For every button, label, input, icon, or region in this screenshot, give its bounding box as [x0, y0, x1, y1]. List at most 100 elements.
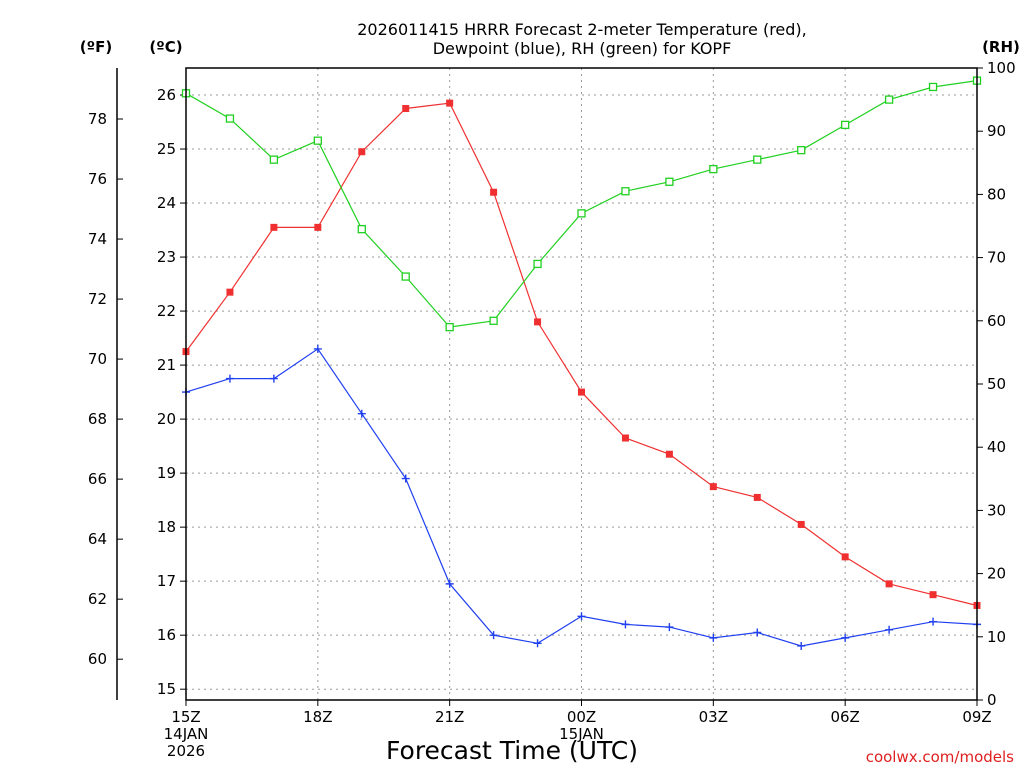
x-tick-label: 06Z: [830, 708, 859, 726]
x-tick-label: 14JAN: [164, 725, 209, 743]
fahrenheit-tick-label: 68: [88, 410, 107, 428]
celsius-tick-label: 23: [157, 248, 176, 266]
rh-point: [489, 316, 498, 325]
dewpoint-point: [709, 633, 718, 642]
temperature-point: [621, 434, 629, 442]
dewpoint-point: [445, 579, 454, 588]
dewpoint-point: [357, 409, 366, 418]
rh-unit-label: (RH): [982, 38, 1020, 56]
x-tick-label: 09Z: [962, 708, 991, 726]
temperature-point: [490, 188, 498, 196]
rh-tick-label: 100: [987, 59, 1016, 77]
rh-tick-label: 40: [987, 438, 1006, 456]
temperature-point: [665, 450, 673, 458]
temperature-point: [709, 483, 717, 491]
celsius-tick-label: 24: [157, 194, 176, 212]
x-tick-label: 2026: [167, 742, 205, 760]
temperature-point: [446, 99, 454, 107]
temperature-point: [753, 493, 761, 501]
temperature-point: [314, 223, 322, 231]
axes: 15 16 17 18 19 20 21 22 23 24 25 26 60 62 64 66 68 70 72 74…: [88, 59, 1016, 760]
celsius-tick-label: 25: [157, 140, 176, 158]
fahrenheit-tick-label: 76: [88, 170, 107, 188]
series-layer: [181, 76, 982, 650]
dewpoint-point: [797, 641, 806, 650]
rh-point: [665, 177, 674, 186]
rh-point: [884, 95, 894, 104]
celsius-tick-label: 17: [157, 572, 176, 590]
fahrenheit-tick-label: 66: [88, 470, 107, 488]
rh-point: [225, 114, 235, 123]
celsius-tick-label: 16: [157, 626, 176, 644]
dewpoint-point: [225, 374, 234, 383]
x-tick-label: 00Z: [567, 708, 596, 726]
rh-tick-label: 70: [987, 249, 1006, 267]
temperature-point: [929, 591, 937, 599]
dewpoint-point: [929, 617, 938, 626]
fahrenheit-unit-label: (ºF): [80, 38, 112, 56]
x-tick-label: 03Z: [699, 708, 728, 726]
fahrenheit-tick-label: 74: [88, 230, 107, 248]
rh-point: [577, 209, 586, 218]
celsius-tick-label: 20: [157, 410, 176, 428]
dewpoint-point: [489, 631, 498, 640]
celsius-tick-label: 26: [157, 86, 176, 104]
dewpoint-point: [665, 623, 674, 632]
plot-frame: [185, 67, 978, 701]
rh-point: [445, 322, 454, 332]
dewpoint-point: [401, 474, 410, 483]
temperature-point: [578, 388, 585, 396]
temperature-point: [226, 288, 234, 296]
rh-tick-label: 20: [987, 565, 1006, 583]
rh-point: [313, 136, 322, 145]
rh-point: [753, 155, 762, 164]
rh-point: [357, 225, 366, 234]
chart-title-line-2: Dewpoint (blue), RH (green) for KOPF: [433, 39, 732, 58]
rh-point: [401, 272, 410, 281]
rh-point: [621, 187, 630, 196]
dewpoint-point: [621, 620, 630, 629]
rh-tick-label: 10: [987, 628, 1006, 646]
dewpoint-point: [753, 628, 762, 637]
rh-tick-label: 30: [987, 501, 1006, 519]
celsius-tick-label: 22: [157, 302, 176, 320]
rh-point: [533, 259, 542, 269]
temperature-point: [797, 520, 805, 528]
x-axis-title: Forecast Time (UTC): [386, 736, 638, 765]
rh-tick-label: 0: [987, 691, 997, 709]
rh-point: [797, 146, 806, 155]
rh-point: [928, 82, 938, 92]
rh-point: [269, 155, 279, 164]
celsius-tick-label: 19: [157, 464, 176, 482]
rh-tick-label: 80: [987, 185, 1006, 203]
dewpoint-point: [577, 612, 586, 621]
temperature-point: [402, 105, 410, 113]
rh-tick-label: 60: [987, 312, 1006, 330]
x-tick-label: 21Z: [435, 708, 464, 726]
dewpoint-point: [269, 374, 278, 383]
dewpoint-point: [533, 639, 542, 648]
x-tick-label: 15Z: [171, 708, 200, 726]
fahrenheit-tick-label: 60: [88, 650, 107, 668]
rh-tick-label: 50: [987, 375, 1006, 393]
dewpoint-point: [313, 344, 322, 353]
rh-tick-label: 90: [987, 122, 1006, 140]
temperature-point: [885, 580, 893, 588]
rh-point: [709, 164, 718, 174]
credit-label: coolwx.com/models: [866, 748, 1014, 766]
fahrenheit-tick-label: 72: [88, 290, 107, 308]
temperature-point: [358, 148, 366, 156]
rh-point: [841, 120, 850, 130]
temperature-point: [841, 553, 849, 561]
fahrenheit-tick-label: 62: [88, 590, 107, 608]
celsius-tick-label: 18: [157, 518, 176, 536]
temperature-point: [534, 318, 542, 326]
dewpoint-point: [885, 625, 894, 634]
fahrenheit-tick-label: 64: [88, 530, 107, 548]
x-tick-label: 15JAN: [559, 725, 604, 743]
gridlines: [185, 68, 978, 700]
celsius-unit-label: (ºC): [149, 38, 182, 56]
celsius-tick-label: 21: [157, 356, 176, 374]
chart-title-line-1: 2026011415 HRRR Forecast 2-meter Tempera…: [357, 20, 807, 39]
